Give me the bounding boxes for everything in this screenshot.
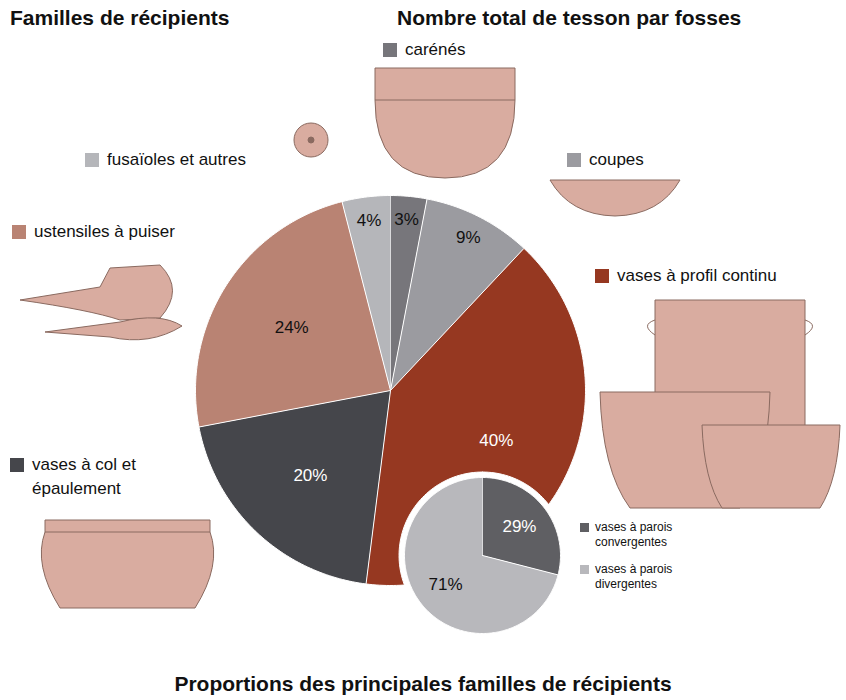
- html-text:vases à col et épaulement: vases à col et épaulement: [32, 455, 136, 498]
- html-text:Proportions des principales fa: Proportions des principales familles de …: [174, 672, 672, 695]
- html-text:Nombre total de tesson par fos: Nombre total de tesson par fosses: [397, 6, 742, 29]
- html-text:fusaïoles et autres: fusaïoles et autres: [107, 150, 246, 169]
- svg-text:24%: 24%: [275, 318, 309, 337]
- html-text:ustensiles à puiser: ustensiles à puiser: [34, 222, 175, 241]
- html-text:vases à profil continu: vases à profil continu: [617, 266, 777, 285]
- svg-text:3%: 3%: [394, 210, 419, 229]
- svg-text:9%: 9%: [456, 228, 481, 247]
- svg-text:29%: 29%: [502, 517, 536, 536]
- svg-text:71%: 71%: [429, 575, 463, 594]
- svg-text:40%: 40%: [479, 431, 513, 450]
- html-text:carénés: carénés: [405, 40, 466, 59]
- svg-text:4%: 4%: [357, 211, 382, 230]
- html-text:Familles de récipients: Familles de récipients: [10, 6, 230, 29]
- html-text:vases à parois convergentes: vases à parois convergentes: [595, 520, 673, 549]
- svg-text:20%: 20%: [293, 466, 327, 485]
- html-text:coupes: coupes: [589, 150, 644, 169]
- html-text:vases à parois divergentes: vases à parois divergentes: [595, 562, 673, 591]
